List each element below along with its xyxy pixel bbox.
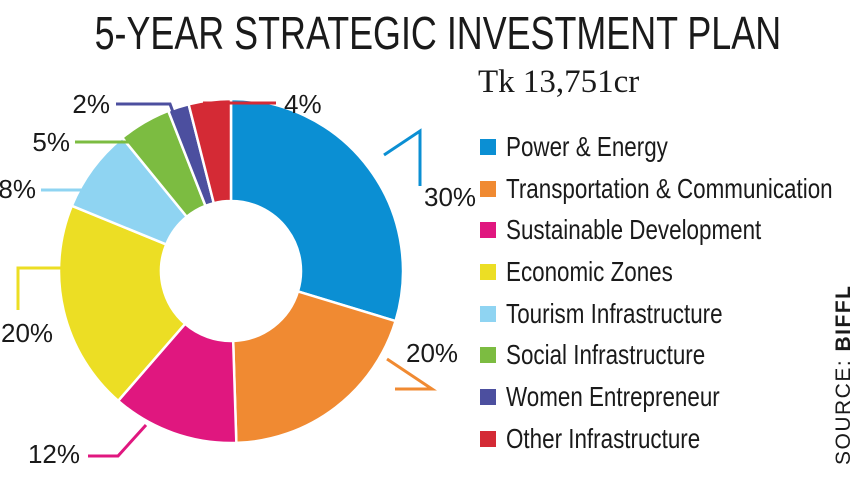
legend-swatch xyxy=(480,222,496,239)
slice-other-infrastructure xyxy=(187,97,233,205)
legend-label: Economic Zones xyxy=(506,255,673,287)
legend-label: Transportation & Communication xyxy=(506,172,833,204)
legend-label: Other Infrastructure xyxy=(506,422,701,454)
chart-legend: Power & Energy Transportation & Communica… xyxy=(480,126,860,460)
legend-item-other-infrastructure: Other Infrastructure xyxy=(480,418,860,460)
slice-power-and-energy xyxy=(229,97,405,323)
legend-label: Power & Energy xyxy=(506,130,668,162)
legend-label: Tourism Infrastructure xyxy=(506,297,723,329)
data-label-transportation-and-communication: 20% xyxy=(406,338,458,368)
slice-transportation-and-communication xyxy=(231,289,398,445)
data-label-women-entrepreneur: 2% xyxy=(72,89,110,119)
data-label-tourism-infrastructure: 8% xyxy=(0,174,36,204)
legend-item-women-entrepreneur: Women Entrepreneur xyxy=(480,376,860,418)
leader-line-economic-zones xyxy=(16,266,67,310)
legend-swatch xyxy=(480,305,496,322)
chart-title: 5-YEAR STRATEGIC INVESTMENT PLAN xyxy=(94,7,782,59)
legend-swatch xyxy=(480,388,496,405)
legend-swatch xyxy=(480,138,496,155)
legend-swatch xyxy=(480,263,496,280)
legend-item-sustainable-development: Sustainable Development xyxy=(480,209,860,251)
legend-swatch xyxy=(480,430,496,447)
leader-line-women-entrepreneur xyxy=(116,102,175,113)
data-label-economic-zones: 20% xyxy=(1,318,53,348)
data-label-social-infrastructure: 5% xyxy=(32,127,70,157)
data-label-other-infrastructure: 4% xyxy=(284,89,322,119)
slice-economic-zones xyxy=(57,204,187,403)
chart-subtitle: Tk 13,751cr xyxy=(478,64,640,100)
legend-label: Social Infrastructure xyxy=(506,339,706,371)
legend-label: Sustainable Development xyxy=(506,214,762,246)
legend-swatch xyxy=(480,180,496,197)
source-name: BIFFL xyxy=(832,284,855,352)
leader-line-power-and-energy xyxy=(383,128,422,186)
leader-line-social-infrastructure xyxy=(75,126,145,144)
legend-item-economic-zones: Economic Zones xyxy=(480,251,860,293)
legend-label: Women Entrepreneur xyxy=(506,380,720,412)
data-label-power-and-energy: 30% xyxy=(424,182,476,212)
leader-line-sustainable-development xyxy=(88,423,148,458)
leader-line-transportation-and-communication xyxy=(386,357,437,391)
legend-item-social-infrastructure: Social Infrastructure xyxy=(480,334,860,376)
data-label-sustainable-development: 12% xyxy=(28,439,80,469)
source-credit: SOURCE: BIFFL xyxy=(832,285,856,466)
source-prefix: SOURCE: xyxy=(832,351,855,465)
legend-item-tourism-infrastructure: Tourism Infrastructure xyxy=(480,293,860,335)
legend-item-transportation-and-communication: Transportation & Communication xyxy=(480,168,860,210)
legend-swatch xyxy=(480,347,496,364)
legend-item-power-and-energy: Power & Energy xyxy=(480,126,860,168)
